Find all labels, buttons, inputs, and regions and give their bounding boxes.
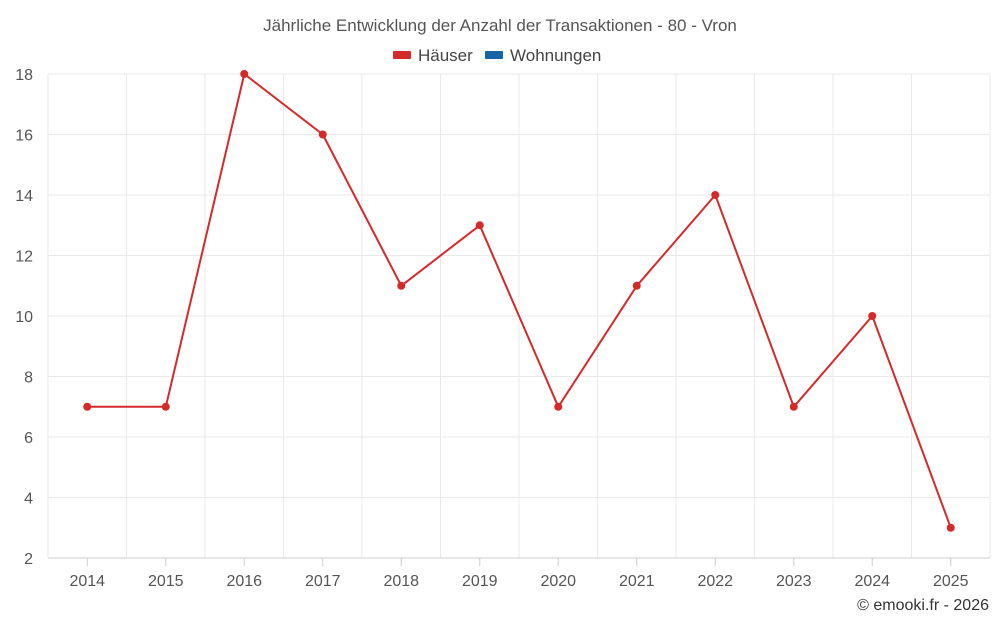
data-point[interactable] (789, 402, 798, 411)
x-axis: 2014 2015 2016 2017 2018 2019 2020 2021 2022 2023… (48, 557, 990, 590)
legend-item-wohnungen[interactable]: Wohnungen (485, 46, 601, 65)
y-tick-label: 10 (15, 309, 33, 326)
series-line-haeuser (87, 73, 952, 529)
data-point[interactable] (83, 402, 92, 411)
data-point[interactable] (475, 221, 484, 230)
x-tick-label: 2017 (305, 573, 341, 590)
x-tick-label: 2021 (619, 573, 655, 590)
y-tick-label: 18 (15, 67, 33, 84)
data-point[interactable] (240, 70, 249, 78)
legend-label-wohnungen: Wohnungen (510, 46, 601, 65)
data-point[interactable] (868, 312, 877, 320)
y-axis: 2 4 6 8 10 12 14 16 18 (15, 67, 33, 568)
series-haeuser (83, 70, 955, 532)
data-point[interactable] (632, 281, 641, 290)
legend: Häuser Wohnungen (393, 46, 601, 65)
x-tick-label: 2014 (69, 573, 105, 590)
x-tick-label: 2016 (226, 573, 262, 590)
y-tick-label: 2 (24, 551, 33, 568)
y-tick-label: 14 (15, 188, 33, 205)
credit-text: © emooki.fr - 2026 (857, 597, 989, 614)
x-tick-label: 2024 (854, 573, 890, 590)
chart-title: Jährliche Entwicklung der Anzahl der Tra… (263, 16, 737, 35)
legend-swatch-wohnungen (485, 51, 503, 59)
gridlines (47, 73, 991, 558)
legend-item-haeuser[interactable]: Häuser (393, 46, 473, 65)
data-point[interactable] (397, 281, 406, 290)
x-tick-label: 2018 (383, 573, 419, 590)
x-tick-label: 2019 (462, 573, 498, 590)
data-point[interactable] (554, 402, 563, 411)
x-tick-label: 2020 (540, 573, 576, 590)
y-tick-label: 4 (24, 491, 33, 508)
x-tick-label: 2025 (933, 573, 969, 590)
y-tick-label: 6 (24, 430, 33, 447)
x-tick-label: 2022 (697, 573, 733, 590)
y-tick-label: 8 (24, 370, 33, 387)
data-point[interactable] (161, 402, 170, 411)
y-tick-label: 16 (15, 128, 33, 145)
data-point[interactable] (318, 130, 327, 139)
legend-label-haeuser: Häuser (418, 46, 473, 65)
x-tick-label: 2023 (776, 573, 812, 590)
x-tick-label: 2015 (148, 573, 184, 590)
legend-swatch-haeuser (393, 51, 411, 59)
y-tick-label: 12 (15, 249, 33, 266)
data-point[interactable] (946, 523, 955, 532)
data-point[interactable] (711, 191, 720, 199)
